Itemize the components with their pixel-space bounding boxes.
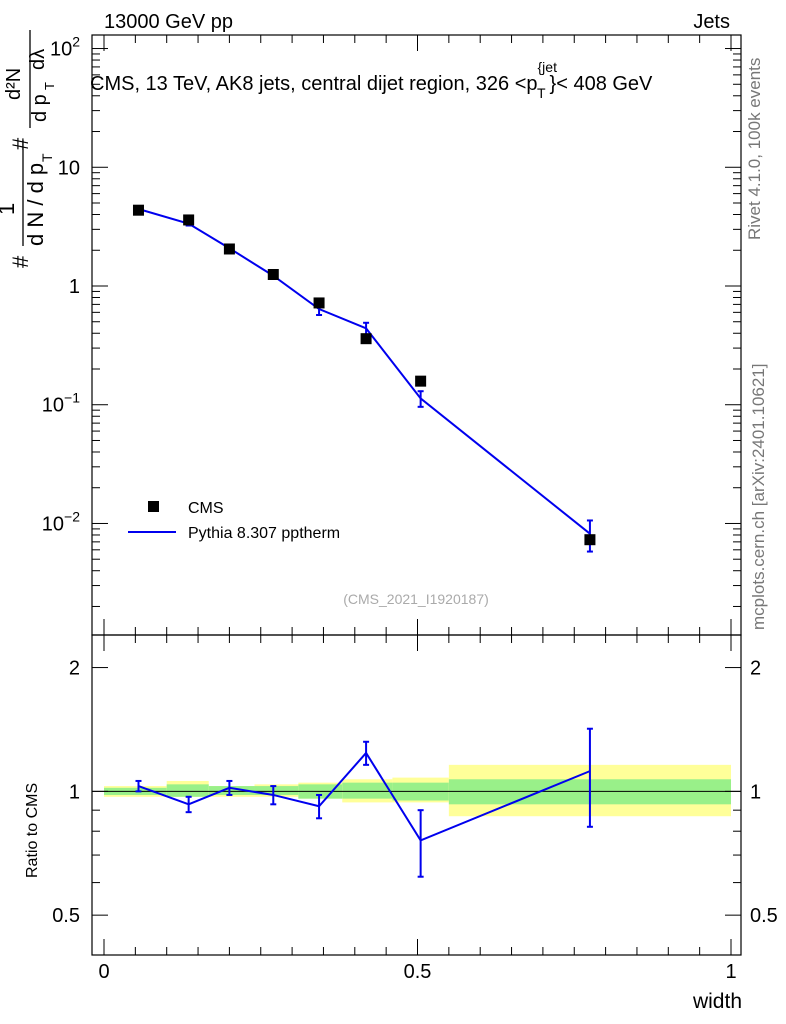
plot-title: CMS, 13 TeV, AK8 jets, central dijet reg… [90, 59, 653, 101]
axis-ticks [92, 35, 741, 956]
upper-ytick-exp: −2 [64, 508, 80, 524]
header-left-label: 13000 GeV pp [104, 11, 233, 33]
ylabel-dlambda: dλ [27, 49, 49, 70]
plot-title-sup: {jet [538, 59, 558, 75]
upper-ytick-base: 10 [50, 39, 72, 61]
ylabel-frac-den-sub: T [39, 153, 55, 162]
mc-line [138, 208, 591, 535]
band-inner-3 [254, 786, 299, 795]
ratio-line [138, 751, 591, 842]
data-point-0 [132, 204, 144, 216]
upper-ytick-exp: 2 [72, 34, 80, 50]
upper-ytick-label-2: 1 [69, 276, 80, 298]
upper-plot-frame [91, 34, 742, 636]
ylabel-frac-num: 1 [0, 203, 19, 215]
xtick-label-2: 1 [725, 961, 736, 983]
lower-ytick-label-right-1: 1 [750, 781, 761, 803]
xtick-label-0: 0 [98, 961, 109, 983]
band-inner-5 [342, 782, 393, 799]
upper-ytick-base: 10 [42, 395, 64, 417]
lower-ytick-label-left-0: 2 [69, 658, 80, 680]
lower-y-axis-label: Ratio to CMS [24, 783, 41, 878]
ylabel-dpt-sub: T [42, 82, 57, 90]
plot-title-sub: T [537, 85, 546, 101]
data-point-2 [223, 243, 235, 255]
lower-ytick-label-left-2: 0.5 [52, 905, 80, 927]
analysis-watermark: (CMS_2021_I1920187) [343, 591, 489, 607]
ylabel-hash-left: # [8, 255, 33, 268]
upper-ytick-label-0: 102 [50, 34, 80, 61]
mcplots-source-label: mcplots.cern.ch [arXiv:2401.10621] [749, 364, 768, 630]
plot-title-main: CMS, 13 TeV, AK8 jets, central dijet reg… [90, 59, 653, 101]
upper-ytick-exp: −1 [64, 390, 80, 406]
upper-ytick-label-1: 10 [58, 157, 80, 179]
lower-ytick-label-right-2: 0.5 [750, 905, 778, 927]
ylabel-hash-mid: # [8, 137, 33, 150]
x-axis-label: width [692, 990, 742, 1013]
ylabel-dpt: d p [29, 94, 51, 122]
lower-ytick-label-right-0: 2 [750, 658, 761, 680]
legend: CMS Pythia 8.307 pptherm [128, 500, 340, 542]
plot-title-post: }< 408 GeV [550, 73, 654, 95]
data-point-4 [313, 297, 325, 309]
legend-mc-label: Pythia 8.307 pptherm [188, 525, 340, 542]
band-inner-2 [208, 786, 255, 795]
plot-title-pre: CMS, 13 TeV, AK8 jets, central dijet reg… [90, 73, 538, 95]
legend-data-label: CMS [188, 500, 224, 517]
data-series-upper [132, 204, 596, 546]
data-point-7 [584, 534, 596, 546]
upper-y-axis-label: # 1 d N / d p T # d²N d p T dλ [0, 30, 57, 268]
lower-ytick-label-left-1: 1 [69, 781, 80, 803]
band-inner-1 [166, 784, 209, 797]
upper-ytick-base: 10 [42, 513, 64, 535]
rivet-version-label: Rivet 4.1.0, 100k events [745, 58, 764, 240]
data-point-1 [183, 214, 195, 226]
lower-plot-frame [91, 634, 742, 956]
xtick-label-1: 0.5 [404, 961, 432, 983]
ylabel-d2n: d²N [3, 68, 25, 100]
upper-ytick-label-4: 10−2 [42, 508, 80, 535]
legend-data-marker [148, 501, 159, 512]
data-point-3 [267, 268, 279, 280]
header-right-label: Jets [693, 11, 730, 33]
data-point-6 [415, 375, 427, 387]
upper-ytick-label-3: 10−1 [42, 390, 80, 417]
data-point-5 [360, 333, 372, 345]
ratio-series-lower [135, 727, 593, 878]
ylabel-frac-den: d N / d p [23, 163, 48, 246]
